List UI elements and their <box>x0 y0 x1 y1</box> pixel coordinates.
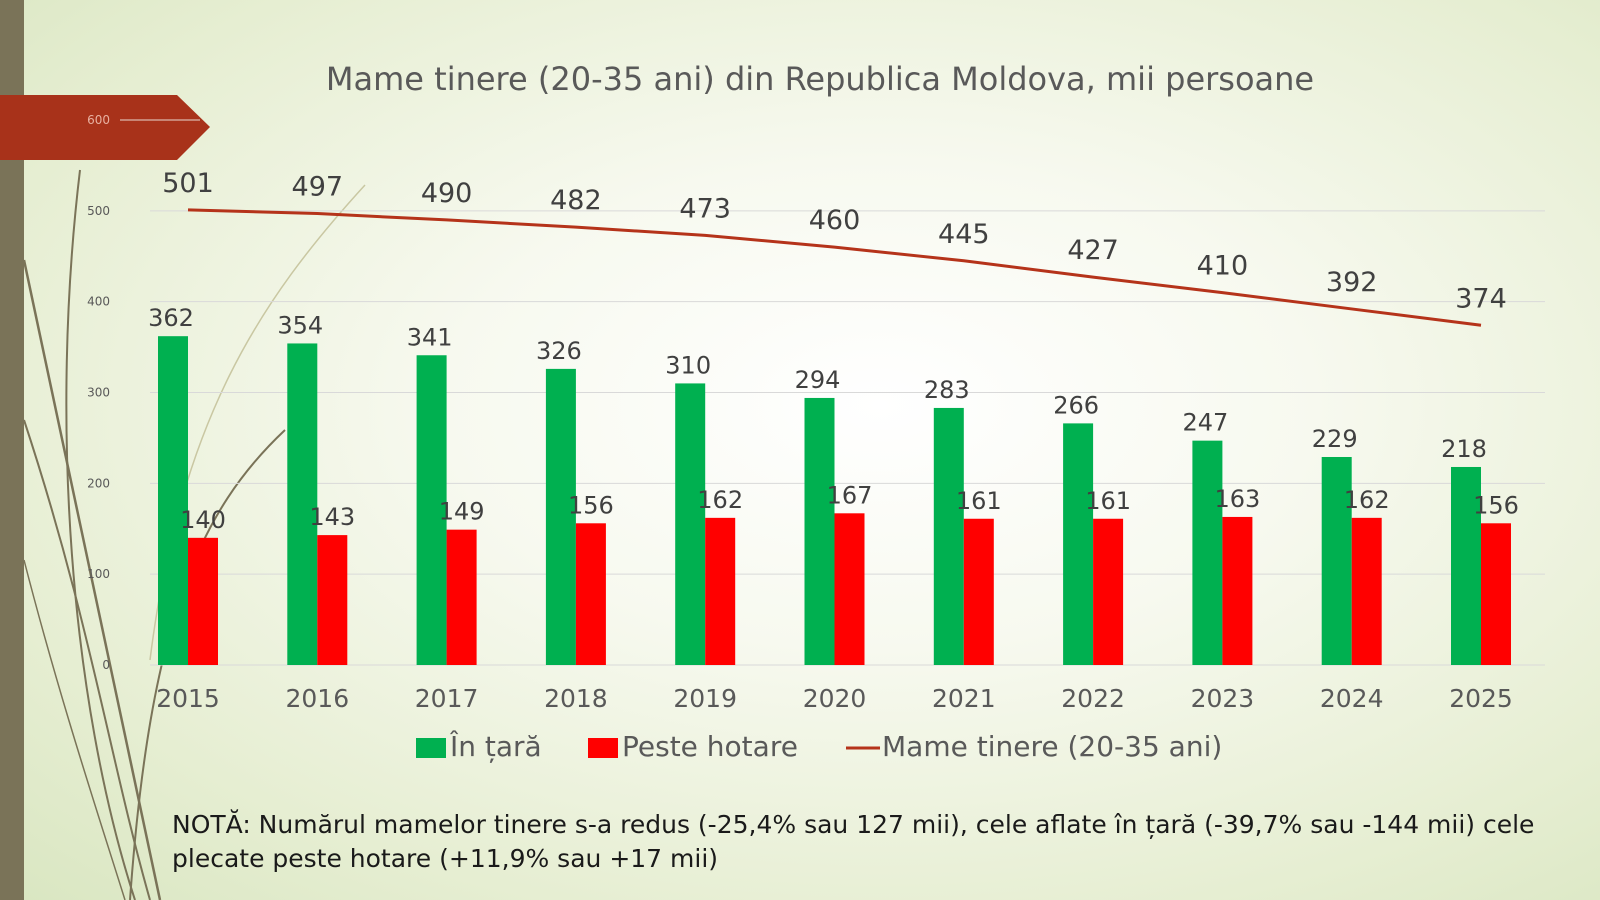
data-label-peste-hotare: 149 <box>439 498 485 526</box>
bar-peste-hotare <box>446 529 477 665</box>
chart-title: Mame tinere (20-35 ani) din Republica Mo… <box>326 60 1314 98</box>
bar-peste-hotare <box>1222 516 1253 665</box>
y-tick-label: 200 <box>87 476 110 490</box>
data-label-mame-tinere: 497 <box>292 172 344 203</box>
data-label-peste-hotare: 143 <box>309 503 355 531</box>
grid-lines <box>120 119 1545 666</box>
bar-peste-hotare <box>705 517 736 665</box>
data-label-peste-hotare: 167 <box>827 481 873 509</box>
bar-peste-hotare <box>834 513 865 665</box>
data-label-peste-hotare: 156 <box>568 491 614 519</box>
line-mame-tinere <box>187 208 1482 327</box>
data-label-in-tara: 283 <box>924 376 970 404</box>
bar-in-tara <box>933 407 964 665</box>
data-label-mame-tinere: 501 <box>162 168 214 199</box>
x-tick-label: 2021 <box>932 684 996 713</box>
bar-in-tara <box>1063 423 1094 665</box>
data-label-in-tara: 266 <box>1053 391 1099 419</box>
x-tick-label: 2019 <box>673 684 737 713</box>
bar-peste-hotare <box>575 523 606 665</box>
bar-in-tara <box>545 368 576 665</box>
data-label-in-tara: 354 <box>277 311 323 339</box>
x-tick-label: 2020 <box>803 684 867 713</box>
data-label-in-tara: 294 <box>795 366 841 394</box>
legend-label-in-tara: În țară <box>449 729 542 763</box>
data-label-mame-tinere: 392 <box>1326 267 1378 298</box>
bar-in-tara <box>804 397 835 665</box>
bar-in-tara <box>1451 466 1481 665</box>
bar-peste-hotare <box>1351 517 1382 665</box>
data-label-mame-tinere: 473 <box>679 193 731 224</box>
y-tick-label: 500 <box>87 204 110 218</box>
legend: În țară Peste hotare Mame tinere (20-35 … <box>416 729 1222 763</box>
x-tick-label: 2015 <box>156 684 220 713</box>
x-ticks: 2015 2016 2017 2018 2019 2020 2021 2022 2023 2024… <box>156 684 1513 713</box>
bar-in-tara <box>158 336 188 665</box>
bar-in-tara <box>287 343 318 665</box>
legend-swatch-peste-hotare <box>588 738 618 758</box>
bar-in-tara <box>1192 440 1223 665</box>
x-tick-label: 2022 <box>1061 684 1125 713</box>
y-tick-label: 0 <box>102 658 110 672</box>
bar-peste-hotare <box>1481 523 1511 665</box>
x-tick-label: 2023 <box>1191 684 1255 713</box>
data-label-peste-hotare: 163 <box>1214 485 1260 513</box>
bar-peste-hotare <box>188 537 218 665</box>
data-label-in-tara: 247 <box>1182 409 1228 437</box>
x-tick-label: 2018 <box>544 684 608 713</box>
data-label-peste-hotare: 156 <box>1473 491 1519 519</box>
data-label-mame-tinere: 482 <box>550 185 602 216</box>
y-tick-label: 100 <box>87 567 110 581</box>
data-label-peste-hotare: 162 <box>697 486 743 514</box>
y-tick-label: 400 <box>87 295 110 309</box>
x-tick-label: 2024 <box>1320 684 1384 713</box>
x-tick-label: 2017 <box>415 684 479 713</box>
data-label-peste-hotare: 161 <box>956 487 1002 515</box>
bar-peste-hotare <box>963 518 994 665</box>
bar-in-tara <box>1321 456 1352 665</box>
legend-label-mame-tinere: Mame tinere (20-35 ani) <box>882 730 1222 763</box>
bar-in-tara <box>416 355 447 665</box>
data-label-peste-hotare: 140 <box>180 506 226 534</box>
bars: 362 140 354 143 341 149 326 156 310 162 294 167 283 1… <box>148 304 1519 665</box>
data-label-in-tara: 362 <box>148 304 194 332</box>
bar-peste-hotare <box>317 535 348 665</box>
y-tick-label: 300 <box>87 386 110 400</box>
x-tick-label: 2016 <box>285 684 349 713</box>
data-label-mame-tinere: 410 <box>1197 251 1249 282</box>
data-label-in-tara: 341 <box>407 323 453 351</box>
data-label-peste-hotare: 162 <box>1344 486 1390 514</box>
x-tick-label: 2025 <box>1449 684 1513 713</box>
footnote: NOTĂ: Numărul mamelor tinere s-a redus (… <box>172 810 1535 873</box>
data-label-mame-tinere: 427 <box>1067 235 1119 266</box>
data-label-in-tara: 310 <box>665 351 711 379</box>
arrow-tab <box>0 95 210 160</box>
legend-label-peste-hotare: Peste hotare <box>622 730 798 763</box>
y-ticks: 0 100 200 300 400 500 600 <box>87 113 110 672</box>
data-label-in-tara: 229 <box>1312 425 1358 453</box>
bar-in-tara <box>675 383 706 665</box>
line-series: 501 497 490 482 473 460 445 427 410 392 374 <box>162 168 1507 327</box>
data-label-mame-tinere: 374 <box>1455 283 1507 314</box>
data-label-mame-tinere: 445 <box>938 219 990 250</box>
y-tick-label: 600 <box>87 113 110 127</box>
data-label-mame-tinere: 460 <box>809 205 861 236</box>
data-label-peste-hotare: 161 <box>1085 487 1131 515</box>
data-label-in-tara: 218 <box>1441 435 1487 463</box>
data-label-in-tara: 326 <box>536 337 582 365</box>
legend-swatch-in-tara <box>416 738 446 758</box>
bar-peste-hotare <box>1093 518 1124 665</box>
data-label-mame-tinere: 490 <box>421 178 473 209</box>
